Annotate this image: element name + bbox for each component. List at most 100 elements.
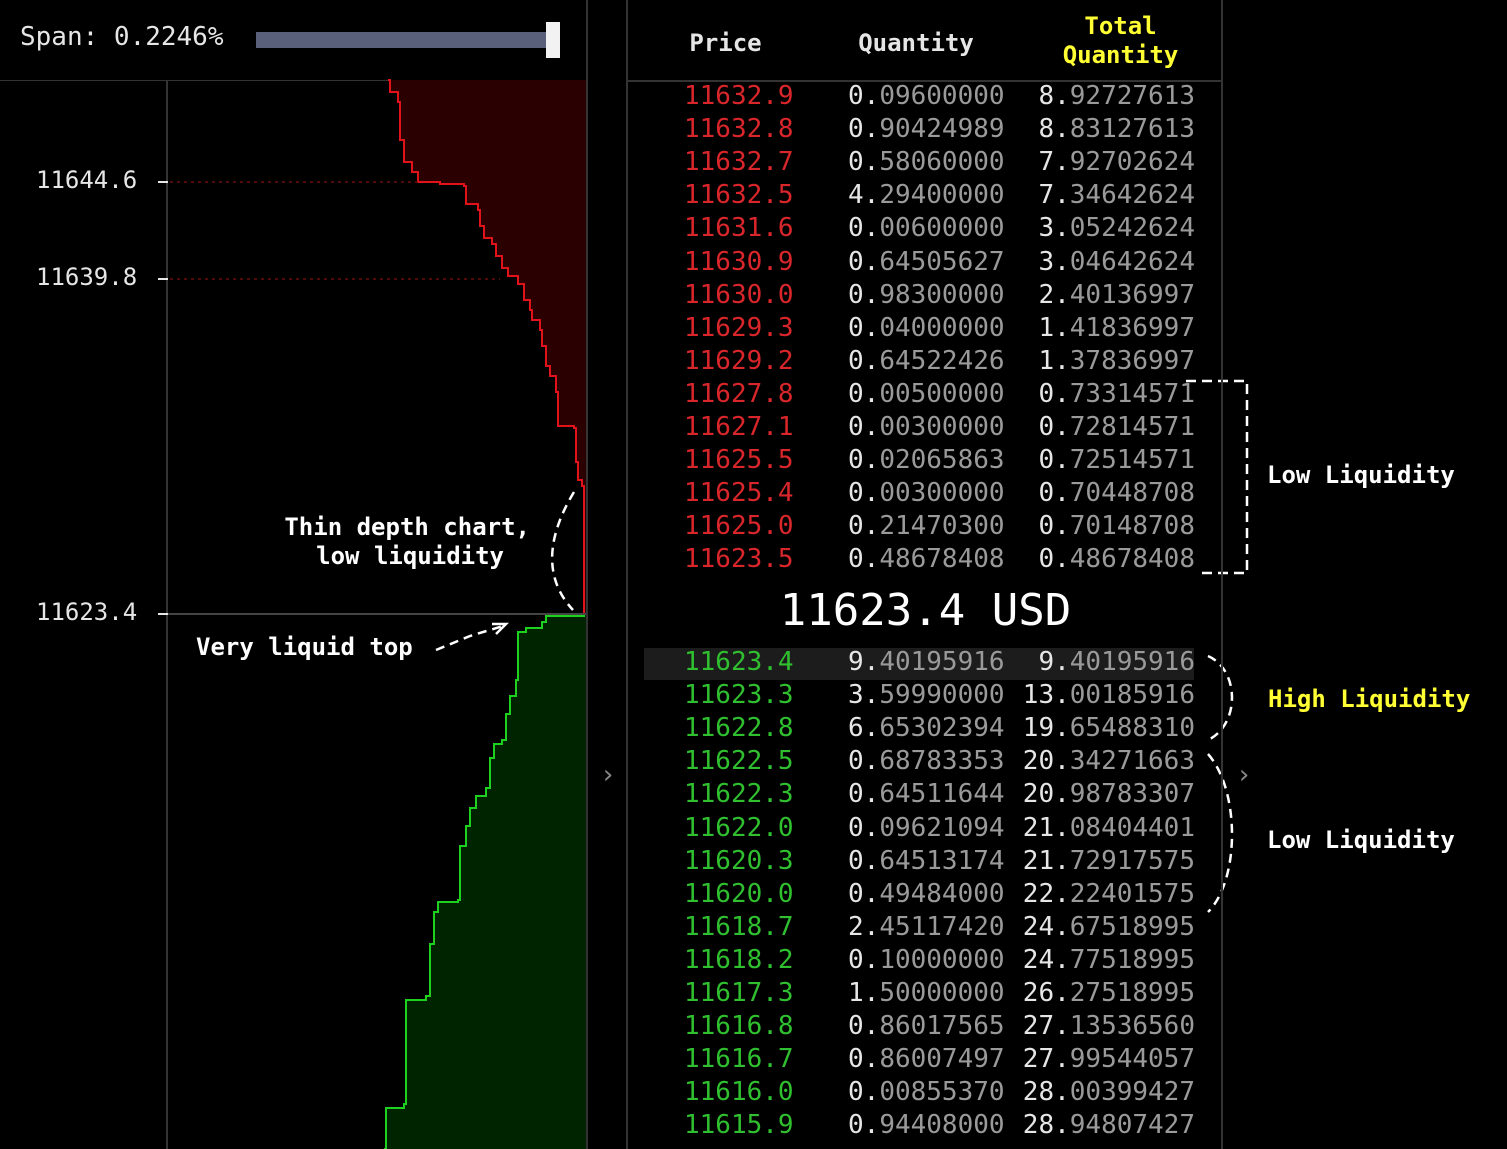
row-quantity: 0.48678408 — [848, 544, 1005, 574]
table-row[interactable]: 11622.3 0.64511644 20.98783307 — [628, 779, 1223, 811]
row-price: 11629.2 — [684, 345, 794, 376]
table-row[interactable]: 11623.5 0.48678408 0.48678408 — [628, 544, 1223, 576]
row-quantity-lead: 0. — [848, 1011, 880, 1042]
row-quantity: 0.90424989 — [848, 114, 1005, 144]
best-bid-highlight — [644, 648, 1194, 680]
row-price: 11617.3 — [684, 978, 794, 1008]
table-row[interactable]: 11631.6 0.00600000 3.05242624 — [628, 213, 1223, 245]
row-price: 11632.9 — [684, 81, 794, 111]
row-quantity: 0.00600000 — [848, 213, 1005, 243]
header-total-quantity: Total Quantity — [1038, 12, 1203, 70]
row-quantity-lead: 0. — [848, 478, 880, 509]
table-row[interactable]: 11618.7 2.45117420 24.67518995 — [628, 912, 1223, 944]
row-quantity-lead: 0. — [848, 445, 880, 476]
row-price: 11622.5 — [684, 746, 794, 777]
table-row[interactable]: 11627.1 0.00300000 0.72814571 — [628, 412, 1223, 444]
row-quantity-lead: 0. — [848, 944, 880, 975]
row-total: 19.65488310 — [1023, 713, 1195, 743]
row-price: 11616.7 — [684, 1044, 794, 1075]
table-row[interactable]: 11616.8 0.86017565 27.13536560 — [628, 1011, 1223, 1043]
row-quantity-lead: 0. — [848, 746, 880, 777]
table-row[interactable]: 11616.7 0.86007497 27.99544057 — [628, 1044, 1223, 1076]
row-price: 11622.0 — [684, 812, 794, 843]
table-row[interactable]: 11627.8 0.00500000 0.73314571 — [628, 379, 1223, 411]
row-price: 11627.8 — [684, 378, 794, 409]
table-row[interactable]: 11623.3 3.59990000 13.00185916 — [628, 680, 1223, 712]
table-row[interactable]: 11622.8 6.65302394 19.65488310 — [628, 713, 1223, 745]
row-total: 21.72917575 — [1023, 846, 1195, 876]
row-total-lead: 0. — [1038, 378, 1070, 409]
row-total-rest: 08404401 — [1069, 812, 1195, 843]
row-total-rest: 72514571 — [1069, 445, 1195, 476]
liquid-top-arrow — [435, 624, 504, 652]
row-quantity-rest: 02065863 — [879, 445, 1005, 476]
table-row[interactable]: 11617.3 1.50000000 26.27518995 — [628, 978, 1223, 1010]
table-row[interactable]: 11625.5 0.02065863 0.72514571 — [628, 445, 1223, 477]
row-total-lead: 2. — [1038, 279, 1070, 310]
table-row[interactable]: 11632.9 0.09600000 8.92727613 — [628, 81, 1223, 113]
row-total-lead: 1. — [1038, 312, 1070, 343]
row-quantity-rest: 09621094 — [879, 812, 1005, 843]
row-total-lead: 27. — [1022, 1044, 1070, 1075]
table-row[interactable]: 11625.0 0.21470300 0.70148708 — [628, 511, 1223, 543]
row-total-rest: 73314571 — [1069, 378, 1195, 409]
row-total: 3.04642624 — [1038, 247, 1195, 277]
table-row[interactable]: 11616.0 0.00855370 28.00399427 — [628, 1077, 1223, 1109]
row-quantity-lead: 0. — [848, 544, 880, 575]
table-row[interactable]: 11632.7 0.58060000 7.92702624 — [628, 147, 1223, 179]
mid-price: 11623.4 USD — [779, 585, 1072, 636]
row-total-rest: 92727613 — [1069, 81, 1195, 111]
row-quantity-rest: 64511644 — [879, 779, 1005, 810]
row-total-lead: 1. — [1038, 345, 1070, 376]
panel-divider — [626, 0, 628, 1149]
row-quantity-rest: 48678408 — [879, 544, 1005, 575]
row-total-lead: 20. — [1022, 746, 1070, 777]
table-row[interactable]: 11629.3 0.04000000 1.41836997 — [628, 313, 1223, 345]
row-total: 24.67518995 — [1023, 912, 1195, 942]
row-quantity: 0.98300000 — [848, 280, 1005, 310]
table-row[interactable]: 11632.5 4.29400000 7.34642624 — [628, 180, 1223, 212]
row-total: 1.41836997 — [1038, 313, 1195, 343]
table-row[interactable]: 11618.2 0.10000000 24.77518995 — [628, 945, 1223, 977]
table-row[interactable]: 11632.8 0.90424989 8.83127613 — [628, 114, 1223, 146]
row-total: 24.77518995 — [1023, 945, 1195, 975]
row-total-rest: 77518995 — [1069, 944, 1195, 975]
row-total: 13.00185916 — [1023, 680, 1195, 710]
panel-divider — [1221, 0, 1223, 1149]
row-price: 11623.4 — [684, 647, 794, 677]
table-row[interactable]: 11630.9 0.64505627 3.04642624 — [628, 247, 1223, 279]
row-total-lead: 22. — [1022, 878, 1070, 909]
bid-low-liquidity-bracket — [1207, 753, 1234, 913]
table-row[interactable]: 11625.4 0.00300000 0.70448708 — [628, 478, 1223, 510]
table-row[interactable]: 11620.0 0.49484000 22.22401575 — [628, 879, 1223, 911]
table-row[interactable]: 11623.4 9.40195916 9.40195916 — [628, 647, 1223, 679]
y-tick-label: 11644.6 — [36, 166, 138, 194]
row-total: 27.13536560 — [1023, 1011, 1195, 1041]
header-quantity: Quantity — [858, 29, 974, 57]
row-quantity: 0.86007497 — [848, 1044, 1005, 1074]
table-row[interactable]: 11615.9 0.94408000 28.94807427 — [628, 1110, 1223, 1142]
table-row[interactable]: 11630.0 0.98300000 2.40136997 — [628, 280, 1223, 312]
table-row[interactable]: 11629.2 0.64522426 1.37836997 — [628, 346, 1223, 378]
row-quantity: 0.64522426 — [848, 346, 1005, 376]
row-total-rest: 72814571 — [1069, 412, 1195, 442]
chevron-right-icon[interactable]: › — [600, 760, 616, 790]
table-row[interactable]: 11622.0 0.09621094 21.08404401 — [628, 813, 1223, 845]
row-quantity-rest: 50000000 — [879, 978, 1005, 1008]
row-price: 11616.8 — [684, 1011, 794, 1042]
row-quantity-lead: 0. — [848, 1110, 880, 1141]
row-price: 11618.2 — [684, 944, 794, 975]
row-quantity-rest: 00600000 — [879, 213, 1005, 244]
span-slider-track[interactable] — [256, 32, 560, 48]
table-row[interactable]: 11622.5 0.68783353 20.34271663 — [628, 746, 1223, 778]
bid-depth-area — [384, 614, 586, 1149]
chevron-right-icon[interactable]: › — [1236, 760, 1252, 790]
span-slider-thumb[interactable] — [546, 22, 560, 58]
row-quantity-lead: 0. — [848, 1077, 880, 1108]
row-price: 11627.1 — [684, 412, 794, 442]
bid-high-liquidity-label: High Liquidity — [1268, 685, 1471, 713]
row-total-rest: 37836997 — [1069, 345, 1195, 376]
table-row[interactable]: 11620.3 0.64513174 21.72917575 — [628, 846, 1223, 878]
row-total: 3.05242624 — [1038, 213, 1195, 243]
row-quantity-lead: 0. — [848, 279, 880, 310]
